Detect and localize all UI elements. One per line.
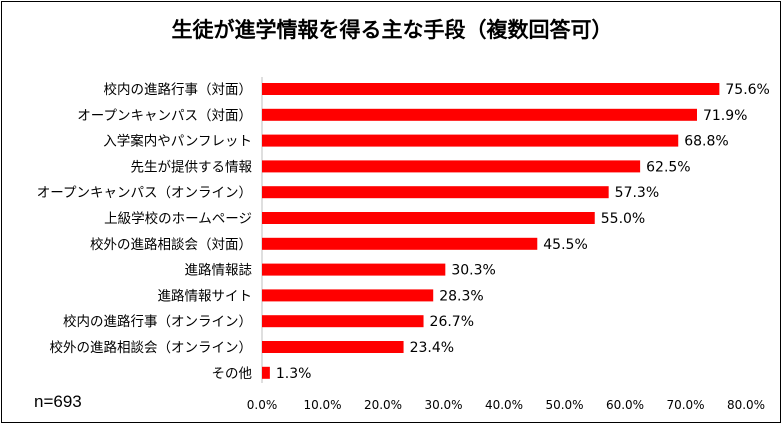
- chart-title: 生徒が進学情報を得る主な手段（複数回答可）: [171, 18, 613, 42]
- value-label: 45.5%: [543, 237, 587, 253]
- value-label: 57.3%: [615, 185, 659, 201]
- value-label: 55.0%: [601, 211, 645, 227]
- category-label: 先生が提供する情報: [131, 159, 253, 175]
- bar: [262, 237, 538, 250]
- x-tick-label: 20.0%: [364, 398, 402, 412]
- x-tick-label: 70.0%: [666, 398, 704, 412]
- sample-size-note: n=693: [34, 392, 82, 411]
- bar: [262, 108, 697, 121]
- category-label: 校内の進路行事（オンライン）: [63, 313, 252, 330]
- category-label: 上級学校のホームページ: [104, 210, 252, 227]
- bar: [262, 341, 404, 353]
- value-label: 23.4%: [410, 340, 454, 356]
- category-label: 校内の進路行事（対面）: [104, 81, 253, 98]
- value-label: 26.7%: [430, 314, 474, 330]
- category-label: その他: [212, 366, 253, 382]
- bar: [262, 186, 609, 199]
- category-label: オープンキャンパス（対面）: [77, 108, 252, 124]
- bar: [262, 83, 720, 95]
- x-tick-label: 10.0%: [303, 398, 341, 412]
- bar: [262, 212, 595, 224]
- value-label: 28.3%: [439, 288, 483, 304]
- value-label: 75.6%: [725, 82, 769, 98]
- bar: [262, 315, 424, 328]
- category-label: オープンキャンパス（オンライン）: [37, 185, 252, 201]
- value-label: 62.5%: [646, 159, 690, 175]
- bar: [262, 134, 679, 147]
- value-label: 30.3%: [451, 263, 495, 279]
- x-tick-label: 60.0%: [606, 398, 644, 412]
- x-tick-label: 50.0%: [545, 398, 583, 412]
- category-label: 進路情報誌: [185, 263, 253, 279]
- bar: [262, 366, 270, 379]
- x-tick-label: 80.0%: [727, 398, 765, 412]
- category-label: 進路情報サイト: [158, 288, 253, 304]
- bar: [262, 160, 641, 173]
- category-label: 入学案内やパンフレット: [103, 133, 252, 150]
- x-tick-label: 0.0%: [247, 398, 278, 412]
- x-tick-label: 40.0%: [485, 398, 523, 412]
- bar: [262, 289, 434, 302]
- bar: [262, 263, 446, 276]
- value-label: 68.8%: [684, 134, 728, 150]
- value-label: 1.3%: [276, 366, 312, 382]
- value-label: 71.9%: [703, 108, 747, 124]
- x-tick-label: 30.0%: [424, 398, 462, 412]
- category-label: 校外の進路相談会（対面）: [90, 236, 252, 253]
- category-label: 校外の進路相談会（オンライン）: [50, 339, 253, 356]
